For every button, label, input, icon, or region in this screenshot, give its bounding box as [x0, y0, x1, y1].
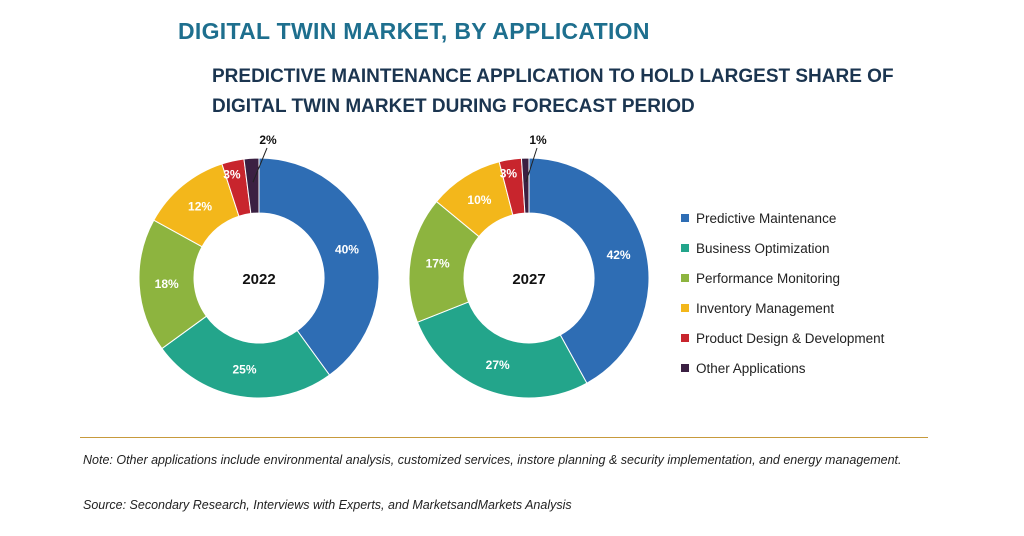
- footer-divider: [80, 437, 928, 438]
- slice-2027-business-optimization: [416, 301, 588, 399]
- data-label-2022-predictive-maintenance: 40%: [335, 242, 359, 256]
- legend-swatch: [681, 334, 689, 342]
- data-label-2027-other-applications: 1%: [529, 133, 547, 147]
- leader-line-2022: [252, 147, 268, 183]
- footnote: Note: Other applications include environ…: [83, 453, 902, 467]
- data-label-2027-product-design-and-development: 3%: [500, 166, 518, 180]
- data-label-2027-business-optimization: 27%: [486, 358, 510, 372]
- legend-swatch: [681, 274, 689, 282]
- slice-2022-other-applications: [243, 157, 260, 215]
- chart-legend: Predictive Maintenance Business Optimizat…: [681, 203, 884, 383]
- data-label-2022-inventory-management: 12%: [188, 200, 212, 214]
- slice-2022-predictive-maintenance: [258, 157, 380, 376]
- center-label-2022: 2022: [242, 271, 275, 288]
- legend-label: Performance Monitoring: [696, 270, 841, 286]
- chart-title: DIGITAL TWIN MARKET, BY APPLICATION: [178, 18, 650, 44]
- chart-subtitle: PREDICTIVE MAINTENANCE APPLICATION TO HO…: [212, 66, 894, 117]
- legend-item-business-optimization: Business Optimization: [681, 233, 884, 263]
- legend-label: Business Optimization: [696, 240, 830, 256]
- source-note: Source: Secondary Research, Interviews w…: [83, 498, 572, 512]
- legend-label: Predictive Maintenance: [696, 210, 837, 226]
- legend-swatch: [681, 304, 689, 312]
- slice-2027-other-applications: [520, 157, 530, 214]
- slice-2027-predictive-maintenance: [528, 157, 650, 384]
- data-label-2022-other-applications: 2%: [259, 133, 277, 147]
- data-label-2027-inventory-management: 10%: [467, 193, 491, 207]
- center-label-2027: 2027: [512, 271, 545, 288]
- legend-label: Other Applications: [696, 360, 806, 376]
- legend-label: Product Design & Development: [696, 330, 885, 346]
- legend-item-product-design-and-development: Product Design & Development: [681, 323, 884, 353]
- data-label-2027-predictive-maintenance: 42%: [607, 248, 631, 262]
- legend-swatch: [681, 364, 689, 372]
- leader-line-2027: [525, 147, 538, 183]
- data-label-2027-performance-monitoring: 17%: [426, 257, 450, 271]
- legend-swatch: [681, 214, 689, 222]
- legend-item-inventory-management: Inventory Management: [681, 293, 884, 323]
- legend-item-other-applications: Other Applications: [681, 353, 884, 383]
- data-label-2022-product-design-and-development: 3%: [223, 168, 241, 182]
- legend-swatch: [681, 244, 689, 252]
- data-label-2022-performance-monitoring: 18%: [155, 277, 179, 291]
- legend-label: Inventory Management: [696, 300, 835, 316]
- data-label-2022-business-optimization: 25%: [233, 362, 257, 376]
- legend-item-predictive-maintenance: Predictive Maintenance: [681, 203, 884, 233]
- slice-2022-business-optimization: [161, 315, 331, 399]
- legend-item-performance-monitoring: Performance Monitoring: [681, 263, 884, 293]
